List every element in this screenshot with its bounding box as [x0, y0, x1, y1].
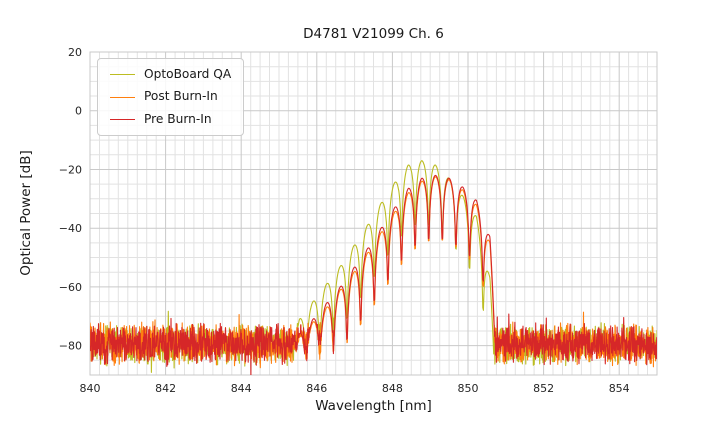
legend-item-optoboard-qa: OptoBoard QA — [110, 67, 232, 81]
y-tick-label-20: 20 — [68, 46, 82, 59]
legend-label-pre-burn-in: Pre Burn-In — [144, 111, 212, 126]
y-tick-label-0: 0 — [75, 105, 82, 118]
legend-line-post-burn-in — [110, 96, 135, 98]
x-tick-label-846: 846 — [306, 382, 327, 395]
x-axis-label: Wavelength [nm] — [315, 398, 432, 414]
x-tick-label-852: 852 — [533, 382, 554, 395]
legend-item-post-burn-in: Post Burn-In — [110, 89, 231, 104]
x-tick-label-844: 844 — [231, 382, 252, 395]
series-line-pre-burn-in — [90, 174, 657, 375]
legend: OptoBoard QA Post Burn-In Pre Burn-In — [97, 58, 245, 137]
legend-label-post-burn-in: Post Burn-In — [144, 89, 218, 104]
y-tick-label--40: −40 — [59, 222, 82, 235]
x-tick-label-848: 848 — [382, 382, 403, 395]
y-tick-label--60: −60 — [59, 281, 82, 294]
y-tick-label--80: −80 — [59, 340, 82, 353]
y-tick-label--20: −20 — [59, 164, 82, 177]
legend-item-pre-burn-in: Pre Burn-In — [110, 111, 231, 126]
x-tick-label-840: 840 — [80, 382, 101, 395]
legend-label-optoboard-qa: OptoBoard QA — [144, 67, 232, 81]
plot-border — [89, 51, 658, 376]
legend-line-optoboard-qa — [110, 74, 135, 76]
x-tick-label-842: 842 — [155, 382, 176, 395]
x-tick-label-850: 850 — [458, 382, 479, 395]
chart-title: D4781 V21099 Ch. 6 — [303, 26, 444, 42]
legend-line-pre-burn-in — [110, 119, 135, 121]
x-tick-label-854: 854 — [609, 382, 630, 395]
